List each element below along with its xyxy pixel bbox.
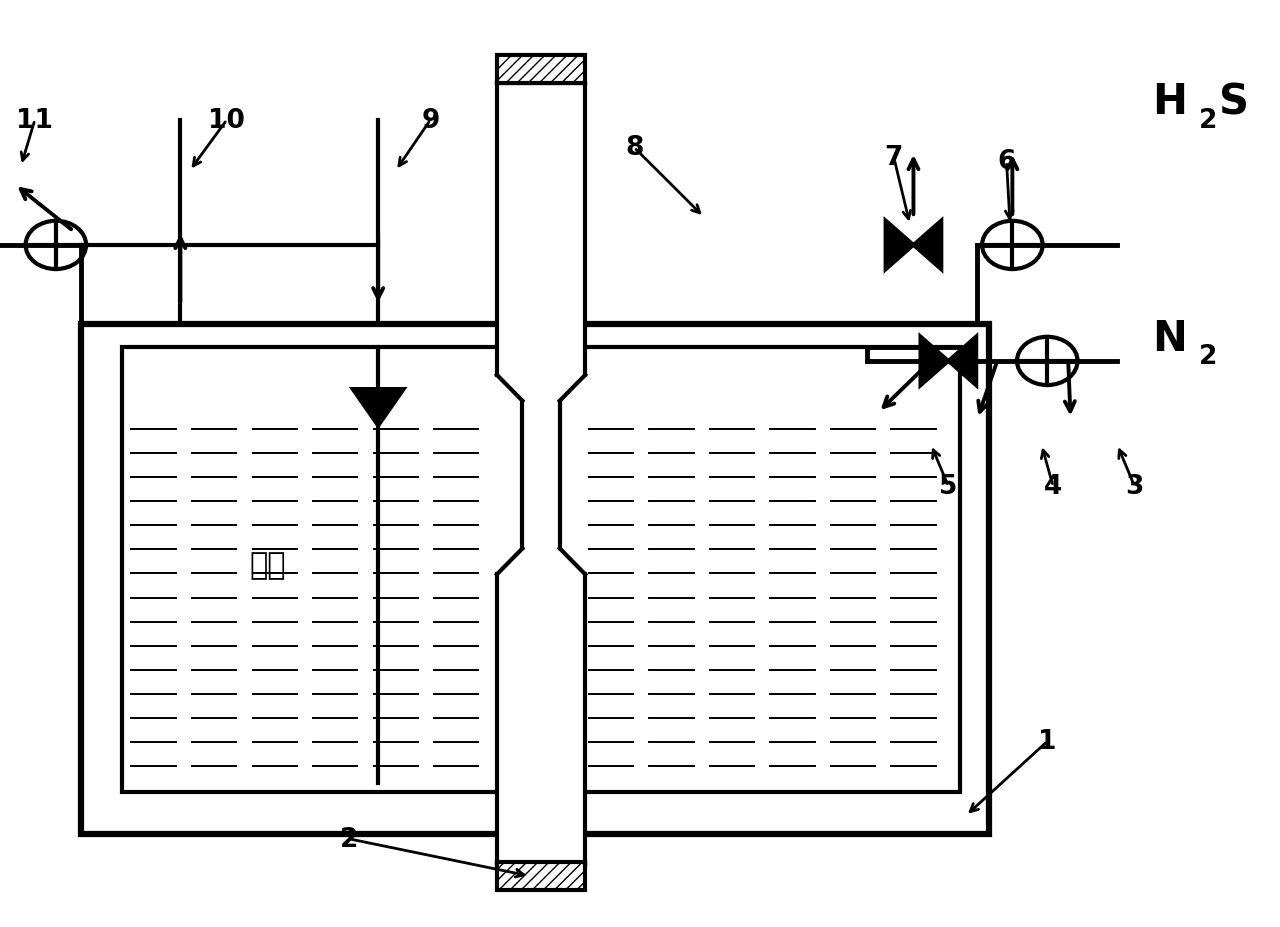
Text: 10: 10 [209,108,246,133]
Polygon shape [914,222,941,270]
Text: S: S [1220,81,1249,123]
Text: 8: 8 [625,135,644,161]
Text: H: H [1152,81,1187,123]
Text: 1: 1 [1038,729,1056,755]
Text: 6: 6 [997,149,1016,175]
Text: 2: 2 [1198,108,1217,133]
Text: 11: 11 [17,108,54,133]
Bar [497,862,585,890]
Bar [122,348,960,793]
Text: N: N [1152,317,1187,360]
Text: 9: 9 [421,108,440,133]
Bar [82,324,989,834]
Text: 4: 4 [1044,474,1062,500]
Text: 2: 2 [340,826,358,852]
Text: 试液: 试液 [250,551,285,580]
Polygon shape [948,337,977,386]
Text: 3: 3 [1125,474,1144,500]
Bar [497,56,585,83]
Text: 5: 5 [940,474,957,500]
Polygon shape [352,389,403,426]
Text: 2: 2 [1198,344,1217,370]
Polygon shape [920,337,948,386]
Polygon shape [886,222,914,270]
Text: 7: 7 [884,145,902,171]
